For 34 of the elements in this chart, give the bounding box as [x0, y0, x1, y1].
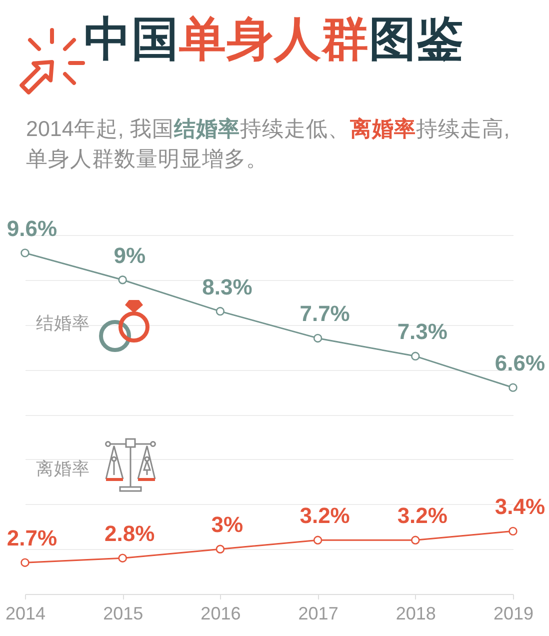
x-tick-label: 2019: [493, 604, 534, 624]
point: [20, 558, 30, 567]
point: [118, 276, 127, 284]
x-tick-label: 2015: [103, 604, 144, 624]
legend-label: 离婚率: [36, 458, 90, 480]
point: [508, 383, 518, 392]
point: [20, 248, 30, 258]
point: [411, 536, 420, 544]
data-label: 3.4%: [494, 494, 546, 520]
point: [508, 526, 518, 536]
data-label: 9.6%: [6, 216, 58, 241]
x-tick-label: 2014: [5, 604, 46, 624]
x-tick-label: 2017: [298, 604, 338, 624]
data-label: 2.8%: [104, 521, 155, 546]
data-label: 7.7%: [300, 301, 350, 326]
chart-title: 中国单身人群图鉴: [84, 12, 464, 67]
data-label: 9%: [114, 242, 146, 268]
data-label: 8.3%: [202, 274, 252, 300]
text: 2014年起, 我国结婚率持续走低、离婚率持续走高, 单身人群数量明显增多。: [26, 117, 510, 171]
point: [313, 334, 322, 343]
data-label: 3.2%: [397, 503, 448, 528]
point: [411, 352, 420, 361]
data-label: 6.6%: [494, 350, 546, 376]
x-tick-label: 2016: [200, 604, 241, 624]
data-label: 2.7%: [6, 526, 58, 551]
point: [118, 554, 127, 562]
point: [216, 306, 225, 316]
data-label: 3.2%: [300, 503, 350, 528]
x-tick-label: 2018: [396, 604, 436, 624]
legend-label: 结婚率: [36, 312, 90, 334]
data-label: 7.3%: [397, 319, 448, 344]
point: [216, 544, 225, 554]
point: [313, 536, 322, 544]
data-label: 3%: [211, 512, 244, 538]
